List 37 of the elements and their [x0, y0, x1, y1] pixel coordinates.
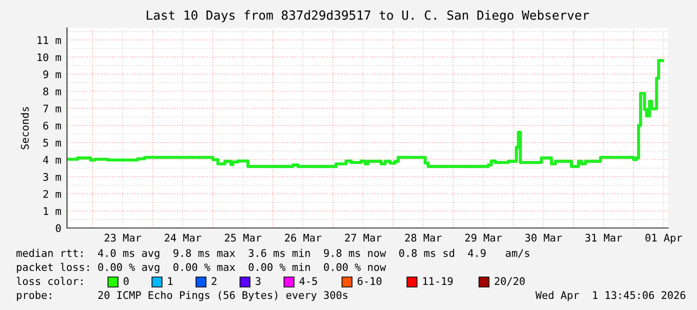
y-tick-label: 4 m	[43, 156, 61, 164]
x-tick-label: 31 Mar	[585, 234, 622, 242]
x-tick-label: 29 Mar	[465, 234, 502, 242]
y-tick-label: 0	[56, 224, 61, 232]
text: 11-19	[423, 277, 453, 286]
text: 6-10	[358, 277, 382, 286]
y-tick-label: 9 m	[43, 70, 61, 78]
x-tick-label: 30 Mar	[525, 234, 562, 242]
x-tick-label: 27 Mar	[345, 234, 382, 242]
text: 4-5	[300, 277, 317, 286]
x-tick-label: 25 Mar	[224, 234, 262, 242]
x-tick-label: 26 Mar	[284, 234, 322, 242]
text: probe: 20 ICMP Echo Pings (56 Bytes) every 300s	[16, 290, 348, 302]
y-tick-label: 1 m	[44, 207, 61, 215]
y-axis-title: Seconds	[20, 107, 29, 150]
text: 3	[256, 277, 260, 286]
text: loss color:	[16, 276, 82, 286]
y-tick-label: 11 m	[38, 36, 61, 44]
text: 20/20	[494, 277, 525, 286]
y-tick-label: 10 m	[38, 53, 61, 62]
x-tick-label: 28 Mar	[405, 234, 442, 242]
text: 2	[212, 277, 216, 285]
y-tick-label: 7 m	[43, 104, 61, 112]
text: 0	[124, 277, 129, 286]
text: 1	[168, 277, 173, 285]
y-tick-label: 3 m	[43, 172, 61, 181]
y-tick-label: 8 m	[43, 88, 61, 96]
chart-title: Last 10 Days from 837d29d39517 to U. C. San Diego Webserver	[146, 10, 590, 22]
x-tick-label: 01 Apr	[645, 234, 682, 244]
y-tick-label: 6 m	[43, 122, 61, 130]
text: packet loss: 0.00 % avg 0.00 % max 0.00 % min 0.00 % now	[16, 262, 386, 274]
x-tick-label: 23 Mar	[104, 234, 142, 242]
x-tick-label: 24 Mar	[164, 234, 202, 242]
y-tick-label: 5 m	[43, 138, 61, 147]
text: Wed Apr 1 13:45:06 2026	[535, 290, 686, 302]
y-tick-label: 2 m	[43, 190, 61, 198]
text: median rtt: 4.0 ms avg 9.8 ms max 3.6 ms min 9.8 ms now 0.8 ms sd 4.9 am/s	[16, 248, 530, 260]
